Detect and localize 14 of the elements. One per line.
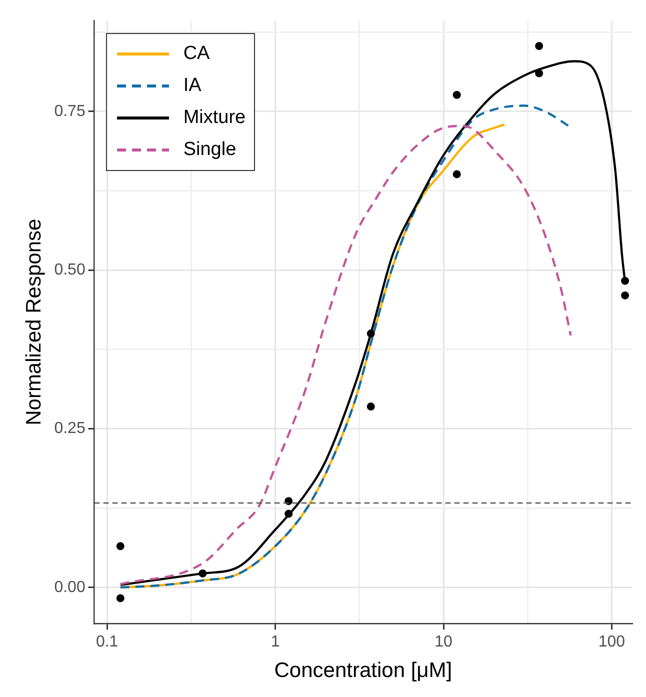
x-tick-label: 10 [434,634,453,651]
legend-label: CA [183,42,210,65]
y-tick-label: 0.75 [54,102,86,120]
legend-label: Mixture [183,106,246,129]
legend-label: Single [183,138,236,161]
y-tick-label: 0.50 [54,261,86,278]
x-tick-label: 1 [270,634,280,651]
y-tick-label: 0.00 [54,578,86,596]
y-tick-label: 0.25 [54,420,86,438]
legend-label: IA [183,74,202,97]
x-axis-title: Concentration [μM] [274,659,452,682]
y-axis-title: Normalized Response [22,218,46,426]
x-tick-label: 0.1 [96,634,118,651]
x-tick-label: 100 [598,634,626,651]
